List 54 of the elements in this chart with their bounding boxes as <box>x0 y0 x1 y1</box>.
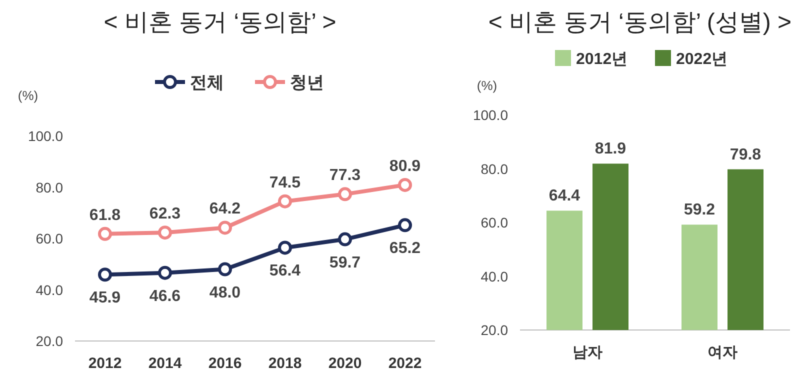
data-label: 56.4 <box>269 262 301 280</box>
data-label: 62.3 <box>149 206 181 223</box>
chart-title: < 비혼 동거 ‘동의함’ > <box>104 9 336 36</box>
data-label: 64.2 <box>209 200 241 218</box>
data-label: 64.4 <box>548 188 580 205</box>
point <box>338 187 352 202</box>
y-tick-label: 40.0 <box>36 282 64 298</box>
point <box>158 226 172 240</box>
point <box>98 268 112 282</box>
data-label: 61.8 <box>89 206 121 224</box>
x-tick-label: 2020 <box>328 355 362 372</box>
point <box>278 194 292 208</box>
data-label: 74.5 <box>269 174 301 192</box>
data-label: 65.2 <box>389 240 421 258</box>
x-tick-label: 남자 <box>572 344 602 361</box>
y-tick-label: 60.0 <box>36 230 64 246</box>
point <box>158 266 172 280</box>
point <box>218 262 232 276</box>
legend-label: 2022년 <box>676 51 728 68</box>
point <box>398 178 412 192</box>
data-label: 46.6 <box>149 288 181 305</box>
x-tick-label: 여자 <box>708 344 738 361</box>
x-tick-label: 2016 <box>208 355 242 372</box>
data-label: 45.9 <box>89 290 121 307</box>
y-tick-label: 40.0 <box>480 268 508 284</box>
x-tick-label: 2012 <box>88 355 122 372</box>
data-label: 80.9 <box>389 158 421 175</box>
y-tick-label: 80.0 <box>36 179 64 196</box>
y-axis-title: (%) <box>476 78 498 93</box>
x-tick-label: 2022 <box>388 355 422 372</box>
data-label: 59.2 <box>684 202 716 219</box>
point <box>278 240 292 255</box>
y-tick-label: 20.0 <box>480 322 508 338</box>
y-axis-title: (%) <box>18 88 38 103</box>
y-tick-label: 100.0 <box>28 128 64 144</box>
point <box>218 220 232 235</box>
data-label: 59.7 <box>329 254 361 272</box>
y-tick-label: 100.0 <box>472 107 508 123</box>
data-label: 48.0 <box>209 284 241 302</box>
y-tick-label: 80.0 <box>480 160 508 177</box>
y-tick-label: 20.0 <box>36 333 64 349</box>
y-tick-label: 60.0 <box>480 214 508 230</box>
point <box>98 226 112 241</box>
legend-label: 2012년 <box>576 51 628 68</box>
data-label: 81.9 <box>594 140 626 158</box>
point <box>398 218 412 232</box>
data-label: 77.3 <box>329 167 361 184</box>
point <box>338 232 352 246</box>
chart-title: < 비혼 동거 ‘동의함’ (성별) > <box>488 9 792 36</box>
data-label: 79.8 <box>730 146 762 164</box>
legend-label: 청년 <box>290 73 324 92</box>
x-tick-label: 2018 <box>268 355 302 372</box>
legend-label: 전체 <box>190 73 224 92</box>
x-tick-label: 2014 <box>148 355 182 372</box>
